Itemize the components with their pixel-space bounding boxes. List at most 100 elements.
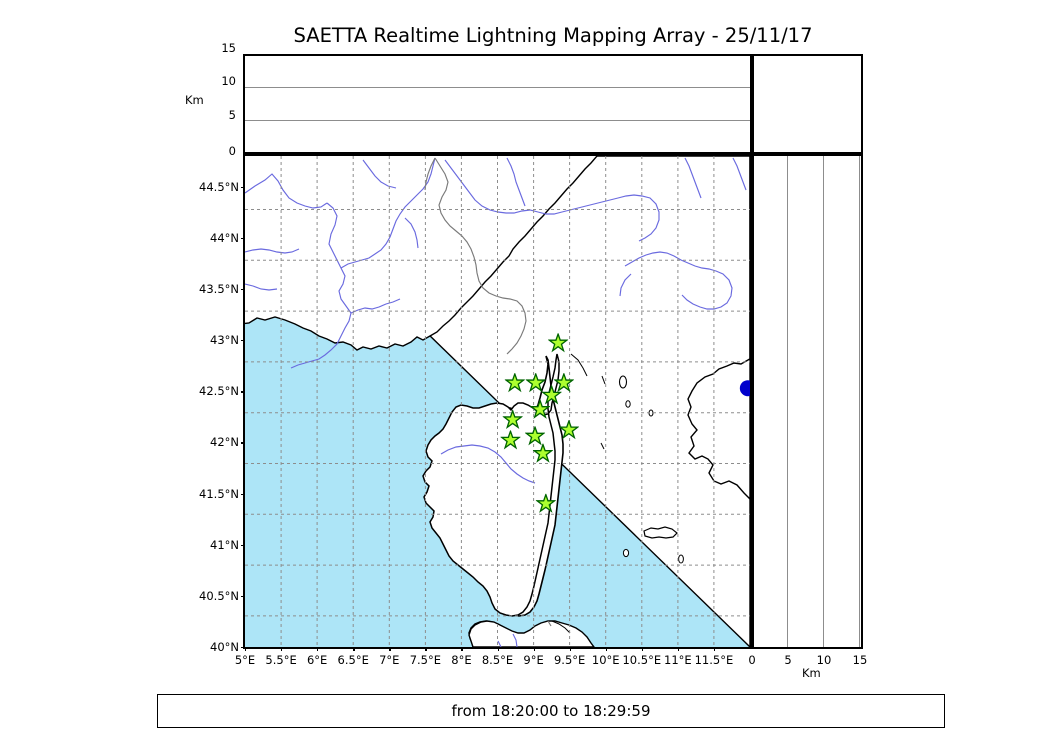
tick-lat-43.5: 43.5°N (199, 281, 239, 296)
tick-dist-10: 10 (816, 653, 832, 667)
border-france-italy (434, 157, 527, 355)
river-sardinia-tirso (497, 640, 502, 647)
coastline-corsica-detail (422, 353, 560, 617)
tick-lat-40.5: 40.5°N (199, 588, 239, 603)
status-text: from 18:20:00 to 18:29:59 (451, 702, 651, 720)
tick-dist-15: 15 (852, 653, 868, 667)
tick-alt-15: 15 (221, 41, 236, 55)
tickmark-lon-7.5 (425, 647, 427, 651)
coast-southern-france (245, 156, 598, 351)
coastline-sardinia-north (468, 620, 595, 647)
tickmark-lat-44 (241, 237, 245, 240)
map-panel[interactable] (243, 154, 752, 649)
river-rhone (245, 173, 328, 209)
tickmark-lat-44.5 (241, 186, 245, 188)
tickmark-lat-41 (241, 544, 245, 546)
tickmark-lat-41.5 (241, 493, 245, 495)
altitude-profile-panel-right[interactable] (752, 154, 863, 649)
tick-lat-41.5: 41.5°N (199, 486, 239, 501)
station-marker-layer[interactable] (739, 380, 750, 397)
tick-dist-5: 5 (784, 653, 792, 667)
altitude-profile-panel-top[interactable] (243, 54, 752, 154)
page-title: SAETTA Realtime Lightning Mapping Array … (293, 24, 813, 47)
time-window-status-bar[interactable]: from 18:20:00 to 18:29:59 (157, 694, 945, 728)
tickmark-lon-9 (533, 647, 535, 651)
tick-lon-7.5: 7.5°E (409, 653, 441, 667)
tickmark-lon-7 (389, 647, 391, 651)
map-gridlines (245, 156, 750, 647)
river-arno (624, 251, 733, 310)
tick-lon-5.5: 5.5°E (265, 653, 297, 667)
tickmark-lat-43.5 (241, 288, 245, 291)
tickmark-lat-42 (241, 442, 245, 444)
corner-panel[interactable] (752, 54, 863, 154)
tick-lon-10: 10°E (591, 653, 620, 667)
station-dot-0[interactable] (739, 380, 750, 397)
river-alpine-b (732, 157, 747, 191)
gridline-dist-5 (787, 156, 788, 647)
tick-lon-11.5: 11.5°E (694, 653, 734, 667)
tickmark-lon-10 (605, 647, 607, 651)
coast-tuscany-small (601, 375, 606, 385)
gridline-dist-15 (859, 156, 860, 647)
island-giglio (678, 554, 684, 564)
tick-alt-10: 10 (221, 74, 236, 88)
tickmark-lon-11.5 (713, 647, 716, 651)
tick-lon-11: 11°E (664, 653, 692, 667)
border-corsica-sardinia-strait (547, 620, 552, 627)
landmass-france-italy (687, 156, 750, 500)
map-geography (245, 156, 750, 647)
tickmark-lon-6.5 (353, 647, 355, 651)
river-tuscany-south (619, 273, 632, 297)
river-po (569, 194, 660, 242)
tickmark-lon-11 (677, 647, 680, 651)
tick-lat-41: 41°N (210, 537, 239, 552)
tick-lon-9.5: 9.5°E (553, 653, 586, 667)
tick-lon-5: 5°E (234, 653, 256, 667)
map-canvas[interactable] (245, 156, 750, 647)
tick-lat-42.5: 42.5°N (199, 384, 239, 399)
tick-lon-10.5: 10.5°E (622, 653, 662, 667)
river-small-2 (404, 217, 419, 249)
river-rhone-mid (340, 157, 436, 269)
tickmark-lat-40 (241, 647, 245, 649)
river-ticino (506, 157, 526, 207)
river-durance (350, 298, 401, 314)
tick-lat-42: 42°N (210, 435, 239, 450)
gridline-dist-10 (823, 156, 824, 647)
river-po-left (444, 159, 571, 215)
river-adige (684, 157, 702, 199)
tick-lat-44: 44°N (210, 230, 239, 245)
axis-label-distance-km: Km (802, 666, 821, 680)
tick-lon-7: 7°E (379, 653, 400, 667)
tickmark-lat-43 (241, 340, 245, 342)
tickmark-lat-42.5 (241, 391, 245, 393)
tickmark-lon-8.5 (497, 647, 499, 651)
axis-label-altitude-km: Km (185, 93, 204, 107)
tickmark-lat-40.5 (241, 595, 245, 598)
gridline-alt-10 (245, 87, 750, 88)
tick-lon-8: 8°E (451, 653, 472, 667)
river-small-1 (245, 283, 278, 291)
river-corsica-golo (440, 444, 536, 484)
tick-lon-6.5: 6.5°E (337, 653, 369, 667)
island-small-north-corsica (570, 353, 588, 377)
borders-layer (424, 157, 552, 627)
tickmark-lon-5.5 (281, 647, 283, 651)
island-capraia (618, 375, 628, 389)
tick-alt-0: 0 (228, 144, 236, 158)
river-loire (245, 248, 300, 254)
island-small-south-corsica (551, 620, 571, 634)
island-elba (643, 526, 678, 539)
river-sardinia-coghinas (512, 633, 518, 647)
tick-lon-8.5: 8.5°E (481, 653, 514, 667)
tick-lon-6: 6°E (306, 653, 328, 667)
gridline-alt-5 (245, 120, 750, 121)
tickmark-lon-8 (461, 647, 463, 651)
border-france-switzerland (424, 157, 436, 191)
tickmark-lon-6 (317, 647, 319, 651)
tickmark-lon-5 (245, 647, 247, 651)
tick-lat-40: 40°N (210, 640, 239, 654)
tick-lat-44.5: 44.5°N (199, 179, 239, 194)
tick-lat-43: 43°N (210, 333, 239, 348)
